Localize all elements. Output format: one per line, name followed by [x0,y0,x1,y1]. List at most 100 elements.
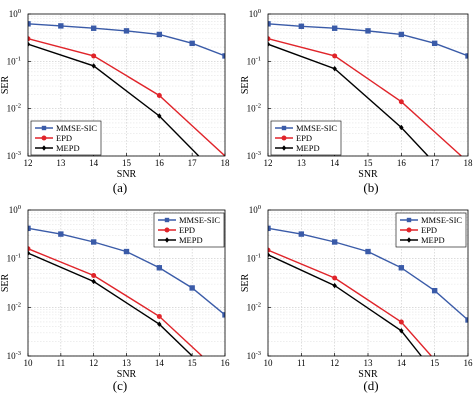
y-tick-label: 10-2 [247,103,261,114]
data-point [331,239,338,245]
data-point [268,41,271,47]
data-point [156,313,162,319]
data-point [365,248,371,255]
x-tick-label: 17 [430,158,440,168]
y-tick-label: 10-3 [247,150,261,161]
legend-marker [41,135,47,141]
x-tick-label: 14 [397,358,407,368]
x-tick-label: 10 [264,358,274,368]
data-point [28,246,31,252]
data-point [91,273,97,279]
data-point [332,65,337,72]
legend-label: MEPD [296,143,320,153]
y-tick-label: 100 [249,204,261,215]
data-point [28,225,31,232]
data-point [157,321,162,327]
legend-marker [41,145,47,151]
x-tick-label: 15 [364,158,374,168]
legend-marker [41,125,47,131]
series-mmse-sic [268,225,468,323]
series-mepd [268,252,422,356]
legend-marker [164,227,170,233]
series-epd [268,36,462,156]
series-line [268,43,429,156]
y-axis-label: SER [0,76,11,95]
series-line [268,38,462,156]
legend-marker [164,217,170,223]
x-axis-label: SNR [117,369,137,380]
legend-label: EPD [56,133,72,143]
data-point [365,28,371,34]
data-point [399,124,404,131]
data-point [90,239,97,245]
series-epd [268,247,432,356]
y-axis-label: SER [240,274,251,293]
legend-label: MEPD [179,235,203,245]
y-tick-label: 10-1 [247,55,261,66]
legend-marker [281,125,287,131]
chart-panel-b: 12 13 14 15 16 17 18 10-3 10-2 10-1 100 SNR SER (b) MM… [240,8,473,195]
data-point [298,23,305,29]
series-line [268,249,432,356]
data-point [431,40,438,47]
x-tick-label: 15 [188,358,198,368]
data-point [431,287,438,294]
data-point [268,21,271,27]
series-line [268,254,422,356]
data-point [398,319,404,325]
data-point [91,278,96,285]
data-point [123,248,130,255]
data-point [123,28,130,34]
series-mepd [28,41,200,156]
y-tick-label: 10-2 [247,301,261,312]
data-point [298,231,305,237]
data-point [398,99,404,105]
data-point [399,328,404,334]
series-mmse-sic [28,21,225,59]
legend-label: MEPD [421,235,445,245]
data-point [58,23,64,29]
y-tick-label: 10-1 [7,253,21,264]
data-point [331,25,338,31]
data-point [189,285,195,291]
panel-label: (b) [363,180,378,195]
x-tick-label: 16 [155,158,165,168]
x-tick-label: 16 [464,358,474,368]
x-tick-label: 15 [122,158,132,168]
data-point [156,31,163,38]
x-tick-label: 12 [89,358,98,368]
series-epd [28,246,203,356]
data-point [90,25,97,31]
data-point [268,247,271,253]
data-point [156,265,163,271]
x-axis-label: SNR [358,169,378,180]
chart-panel-d: 10 11 12 13 14 15 16 10-3 10-2 10-1 100 SNR SER (d) MM… [240,204,473,393]
legend-marker [164,237,170,243]
x-tick-label: 16 [221,358,231,368]
data-point [91,53,97,59]
data-point [156,92,162,98]
x-tick-label: 15 [430,358,440,368]
panel-label: (d) [363,378,378,393]
legend-label: MMSE-SIC [179,215,220,225]
x-tick-label: 16 [397,158,407,168]
data-point [58,231,64,237]
x-tick-label: 14 [155,358,165,368]
series-mmse-sic [28,225,225,318]
series-mepd [28,250,193,356]
data-point [268,36,271,42]
data-point [157,113,162,119]
series-line [28,43,200,156]
data-point [268,225,271,232]
x-tick-label: 14 [89,158,99,168]
y-tick-label: 10-2 [7,103,21,114]
series-mmse-sic [268,21,468,59]
x-tick-label: 13 [122,358,132,368]
x-tick-label: 12 [24,158,33,168]
y-tick-label: 100 [9,8,21,19]
chart-panel-a: 12 13 14 15 16 17 18 10-3 10-2 10-1 100 SNR SER (a) MM… [0,8,230,195]
y-tick-label: 10-3 [247,350,261,361]
x-axis-label: SNR [358,369,378,380]
